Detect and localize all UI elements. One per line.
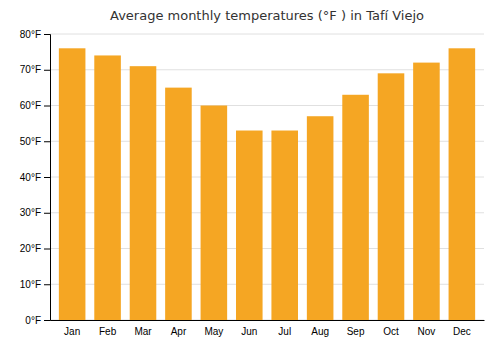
bar [236, 131, 263, 320]
bar [449, 48, 476, 320]
x-tick-label: Sep [347, 326, 365, 337]
bar [378, 73, 405, 320]
y-tick-mark [44, 34, 50, 35]
y-tick-label: 30°F [20, 207, 41, 218]
y-tick-mark [44, 320, 50, 321]
bar [271, 131, 298, 320]
x-tick-label: Jun [241, 326, 257, 337]
bar [165, 88, 192, 320]
y-tick-label: 40°F [20, 172, 41, 183]
x-tick: Jan [64, 326, 80, 337]
x-tick: Jun [241, 326, 257, 337]
grid [50, 34, 484, 320]
title: Average monthly temperatures (°F ) in Ta… [110, 8, 424, 23]
y-tick-mark [44, 70, 50, 71]
x-tick-label: Jan [64, 326, 80, 337]
y-tick: 50°F [20, 136, 50, 147]
y-tick: 10°F [20, 279, 50, 290]
y-tick: 30°F [20, 207, 50, 218]
bar [413, 63, 440, 320]
x-tick-label: Apr [171, 326, 187, 337]
x-tick: Nov [418, 326, 436, 337]
bar [201, 106, 228, 321]
plot: Jan Feb Mar Apr May Jun Jul Aug Sep Oct Nov Dec 0°F 1… [20, 29, 485, 337]
x-tick-label: Jul [278, 326, 291, 337]
y-tick-mark [44, 106, 50, 107]
bar [59, 48, 86, 320]
bar [342, 95, 369, 320]
x-tick: Oct [383, 326, 399, 337]
x-tick-label: Mar [134, 326, 152, 337]
y-tick-label: 50°F [20, 136, 41, 147]
bar [307, 116, 334, 320]
y-tick-label: 80°F [20, 29, 41, 40]
y-tick: 70°F [20, 64, 50, 75]
bar [130, 66, 157, 320]
y-tick-mark [44, 213, 50, 214]
x-tick-label: Aug [311, 326, 329, 337]
chart: Jan Feb Mar Apr May Jun Jul Aug Sep Oct Nov Dec 0°F 1… [0, 0, 500, 350]
y-tick-mark [44, 249, 50, 250]
y-tick: 40°F [20, 172, 50, 183]
x-tick-label: Nov [418, 326, 436, 337]
y-tick-mark [44, 177, 50, 178]
y-tick-mark [44, 141, 50, 142]
y-tick-label: 0°F [25, 315, 41, 326]
axis-line [44, 35, 51, 321]
x-tick: Aug [311, 326, 329, 337]
y-tick: 60°F [20, 100, 50, 111]
y-tick-mark [44, 284, 50, 285]
x-tick: Dec [453, 326, 471, 337]
x-tick-label: Feb [99, 326, 117, 337]
y-tick-label: 70°F [20, 64, 41, 75]
axis-line [51, 320, 485, 321]
y-tick: 20°F [20, 243, 50, 254]
y-axis: 0°F 10°F 20°F 30°F 40°F 50°F 60°F 70°F 80°F [20, 29, 51, 326]
x-axis: Jan Feb Mar Apr May Jun Jul Aug Sep Oct Nov Dec [51, 321, 485, 338]
x-tick: May [204, 326, 223, 337]
bars [59, 48, 475, 320]
bar [94, 55, 121, 320]
y-tick-label: 60°F [20, 100, 41, 111]
y-tick-label: 20°F [20, 243, 41, 254]
x-tick: Jul [278, 326, 291, 337]
x-tick: Apr [171, 326, 187, 337]
x-tick: Mar [134, 326, 152, 337]
y-tick-label: 10°F [20, 279, 41, 290]
x-tick-label: May [204, 326, 223, 337]
x-tick-label: Oct [383, 326, 399, 337]
x-tick: Feb [99, 326, 117, 337]
x-tick-label: Dec [453, 326, 471, 337]
y-tick: 0°F [25, 315, 50, 326]
grid-line [50, 34, 484, 35]
x-tick: Sep [347, 326, 365, 337]
y-tick: 80°F [20, 29, 50, 40]
